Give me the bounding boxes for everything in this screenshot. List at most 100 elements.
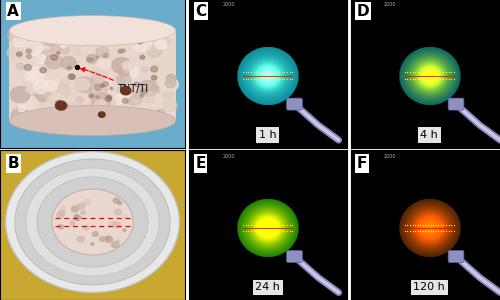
Circle shape [61, 77, 70, 85]
Circle shape [142, 93, 154, 103]
Circle shape [24, 41, 42, 56]
Text: 2000: 2000 [222, 2, 234, 7]
Circle shape [96, 96, 99, 99]
Circle shape [384, 185, 474, 271]
Circle shape [112, 58, 132, 74]
Circle shape [89, 94, 94, 98]
Circle shape [141, 92, 161, 108]
Circle shape [39, 77, 58, 92]
Circle shape [26, 77, 35, 84]
Circle shape [116, 52, 125, 58]
Circle shape [116, 240, 120, 243]
Circle shape [81, 211, 86, 214]
Circle shape [166, 74, 176, 82]
Circle shape [92, 78, 112, 94]
FancyBboxPatch shape [448, 250, 464, 262]
Circle shape [134, 82, 139, 86]
Circle shape [7, 46, 24, 60]
Circle shape [77, 236, 84, 242]
Circle shape [68, 74, 75, 79]
Circle shape [98, 59, 110, 69]
Circle shape [86, 55, 97, 63]
Circle shape [24, 74, 30, 79]
Circle shape [120, 104, 128, 110]
Circle shape [116, 87, 124, 94]
Circle shape [87, 58, 92, 62]
Circle shape [72, 40, 90, 55]
Circle shape [48, 107, 66, 122]
Circle shape [45, 110, 64, 126]
Circle shape [26, 49, 31, 53]
Circle shape [50, 100, 56, 106]
Circle shape [53, 90, 61, 97]
Text: 4 h: 4 h [420, 130, 438, 140]
Circle shape [109, 221, 114, 226]
Circle shape [61, 57, 76, 69]
Circle shape [33, 94, 46, 106]
Circle shape [140, 55, 145, 59]
Circle shape [6, 152, 180, 292]
Circle shape [98, 112, 105, 117]
Text: 120 h: 120 h [414, 283, 445, 292]
Circle shape [103, 54, 108, 58]
Circle shape [114, 198, 119, 203]
Circle shape [52, 189, 133, 255]
Circle shape [44, 34, 58, 46]
Circle shape [30, 31, 48, 45]
Circle shape [109, 109, 115, 114]
Circle shape [138, 80, 158, 96]
Circle shape [50, 55, 58, 60]
Circle shape [44, 81, 58, 92]
Circle shape [105, 96, 112, 101]
Circle shape [92, 68, 100, 75]
Circle shape [163, 32, 172, 39]
Circle shape [156, 110, 165, 116]
Text: 2000: 2000 [384, 2, 396, 7]
Text: 24 h: 24 h [256, 283, 280, 292]
Circle shape [72, 206, 79, 212]
Circle shape [58, 37, 70, 46]
Circle shape [91, 243, 94, 245]
Circle shape [120, 86, 131, 95]
Circle shape [118, 78, 126, 84]
Circle shape [56, 101, 66, 110]
FancyBboxPatch shape [286, 250, 302, 262]
Text: A: A [8, 4, 19, 19]
Circle shape [96, 47, 108, 57]
Circle shape [62, 105, 69, 110]
Circle shape [45, 55, 63, 69]
Circle shape [58, 224, 64, 229]
Circle shape [163, 100, 177, 112]
Circle shape [162, 37, 170, 44]
Circle shape [142, 67, 148, 72]
Circle shape [37, 177, 148, 267]
Circle shape [89, 94, 108, 109]
Circle shape [61, 100, 67, 105]
Circle shape [119, 44, 134, 56]
Circle shape [56, 99, 70, 110]
Circle shape [36, 82, 44, 88]
Ellipse shape [9, 106, 176, 136]
Circle shape [100, 84, 104, 87]
Circle shape [92, 59, 94, 60]
Circle shape [59, 211, 65, 215]
Circle shape [122, 65, 138, 78]
Circle shape [132, 36, 152, 51]
Circle shape [18, 106, 26, 112]
Circle shape [61, 43, 66, 48]
Circle shape [122, 61, 134, 70]
Circle shape [68, 66, 71, 70]
Circle shape [95, 100, 106, 110]
Circle shape [138, 40, 142, 44]
Text: F: F [357, 156, 367, 171]
Circle shape [80, 95, 92, 105]
Circle shape [11, 108, 30, 123]
Circle shape [74, 101, 82, 107]
Circle shape [64, 30, 80, 43]
Circle shape [90, 83, 108, 98]
Circle shape [26, 67, 44, 82]
Circle shape [153, 64, 159, 69]
Circle shape [72, 29, 86, 40]
Circle shape [96, 56, 98, 58]
Circle shape [28, 52, 42, 63]
